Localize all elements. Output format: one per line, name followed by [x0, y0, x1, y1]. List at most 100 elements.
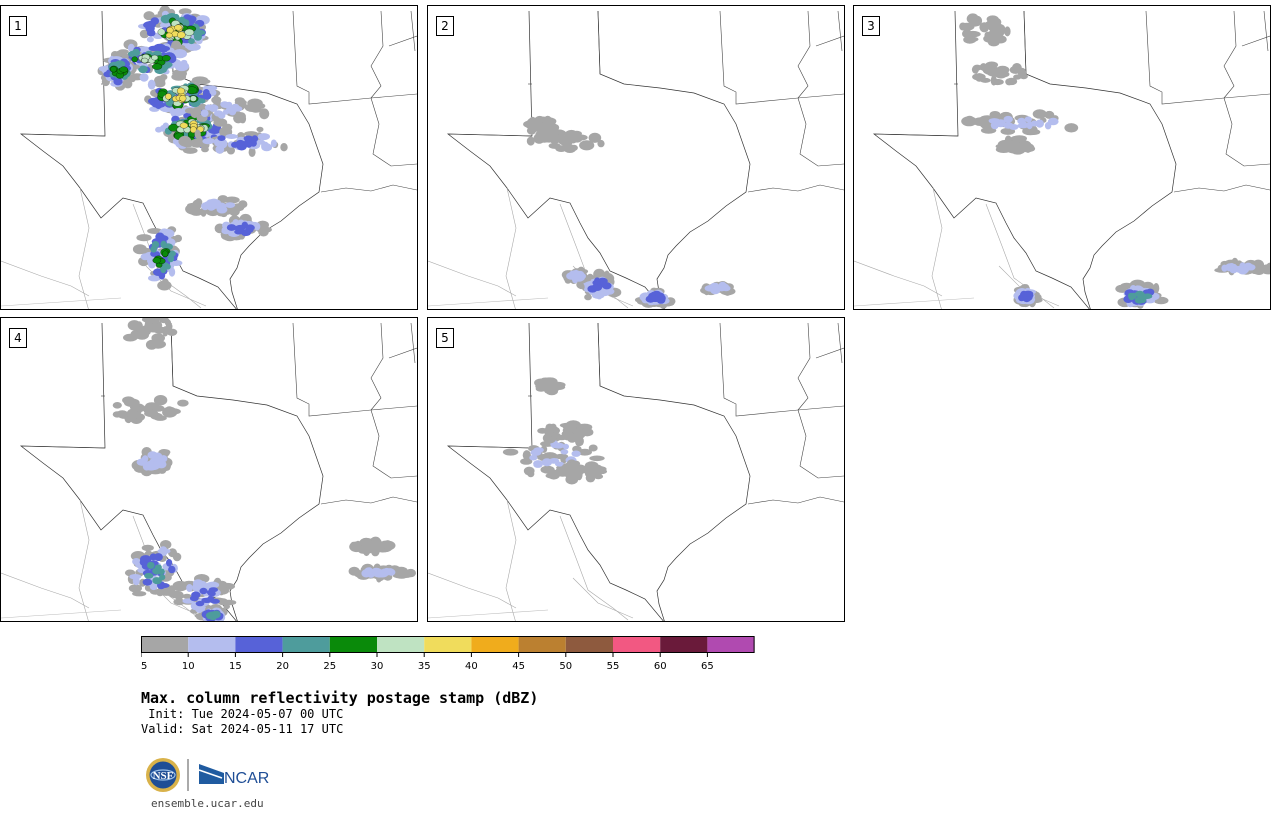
texas-outline [19, 322, 324, 621]
mexico-state-border [854, 260, 943, 297]
reflectivity-cell [177, 399, 189, 407]
reflectivity-cell [159, 318, 170, 324]
reflectivity-cell [601, 281, 608, 289]
reflectivity-cell [147, 464, 160, 471]
mexico-state-border [931, 187, 943, 309]
state-border [597, 322, 601, 387]
member-map [1, 318, 417, 621]
reflectivity-cell [184, 28, 195, 36]
state-border [873, 133, 959, 137]
state-border [410, 322, 416, 364]
colorbar-tick-label: 60 [654, 661, 667, 672]
reflectivity-cell [589, 455, 605, 462]
figure-title: Max. column reflectivity postage stamp (… [141, 689, 539, 707]
reflectivity-cell [374, 544, 385, 552]
reflectivity-cell [1004, 26, 1011, 37]
reflectivity-cell [650, 295, 660, 302]
member-map [1, 6, 417, 309]
reflectivity-cell [177, 31, 186, 39]
colorbar-segment [707, 636, 755, 653]
reflectivity-cell [149, 582, 158, 591]
colorbar-tick-label: 65 [701, 661, 714, 672]
reflectivity-cell [711, 282, 720, 290]
state-border [320, 496, 417, 505]
reflectivity-cell [152, 257, 162, 264]
reflectivity-cell [550, 423, 557, 431]
reflectivity-cell [236, 139, 245, 146]
reflectivity-field [523, 115, 736, 309]
reflectivity-cell [560, 449, 569, 455]
reflectivity-cell [990, 121, 999, 130]
reflectivity-cell [147, 79, 156, 90]
texas-outline [19, 10, 324, 309]
reflectivity-cell [153, 395, 168, 406]
reflectivity-cell [195, 600, 205, 607]
nsf-ncar-logo: NSF NCAR [146, 758, 269, 792]
reflectivity-cell [963, 36, 979, 43]
valid-time: Valid: Sat 2024-05-11 17 UTC [141, 722, 344, 736]
reflectivity-cell [172, 552, 182, 562]
reflectivity-cell [535, 115, 545, 123]
reflectivity-cell [559, 422, 576, 428]
state-border [1223, 97, 1270, 167]
reflectivity-cell [1017, 123, 1029, 129]
reflectivity-cell [1000, 127, 1016, 135]
state-border [815, 35, 844, 47]
reflectivity-cell [972, 117, 989, 126]
state-border [292, 10, 417, 105]
reflectivity-cell [213, 110, 224, 117]
reflectivity-cell [983, 34, 999, 43]
reflectivity-cell [174, 24, 183, 31]
reflectivity-cell [191, 591, 201, 599]
colorbar-tick-label: 20 [276, 661, 289, 672]
reflectivity-cell [976, 64, 992, 71]
reflectivity-cell [533, 462, 543, 468]
state-border [719, 322, 844, 417]
reflectivity-cell [188, 38, 195, 45]
state-border [447, 445, 533, 449]
member-panel-2: 2 [427, 5, 845, 310]
state-border [1145, 10, 1270, 105]
state-border [719, 10, 844, 105]
reflectivity-cell [152, 63, 163, 70]
reflectivity-cell [217, 135, 226, 142]
reflectivity-cell [236, 226, 245, 233]
colorbar-tick-label: 45 [512, 661, 525, 672]
reflectivity-cell [160, 74, 168, 81]
state-border [815, 347, 844, 359]
coast-line [854, 297, 975, 307]
reflectivity-cell [152, 101, 166, 108]
reflectivity-cell [141, 544, 154, 552]
reflectivity-cell [119, 66, 128, 73]
reflectivity-cell [364, 567, 373, 576]
reflectivity-cell [136, 234, 152, 242]
reflectivity-cell [579, 140, 595, 151]
reflectivity-cell [215, 145, 225, 154]
reflectivity-cell [204, 104, 213, 111]
reflectivity-cell [128, 584, 142, 593]
reflectivity-cell [1013, 74, 1022, 80]
reflectivity-cell [193, 32, 202, 41]
state-border [597, 10, 601, 75]
reflectivity-cell [127, 43, 135, 53]
nsf-logo-icon: NSF [146, 758, 180, 792]
reflectivity-cell [1115, 284, 1127, 293]
mexico-state-border [505, 499, 517, 621]
reflectivity-cell [155, 232, 165, 241]
reflectivity-cell [719, 283, 727, 290]
reflectivity-cell [595, 468, 608, 475]
reflectivity-cell [147, 451, 158, 459]
reflectivity-cell [166, 408, 181, 415]
colorbar-segment [282, 636, 330, 653]
state-border [20, 133, 106, 137]
reflectivity-cell [166, 328, 178, 336]
reflectivity-cell [201, 146, 209, 153]
reflectivity-cell [144, 409, 159, 418]
reflectivity-cell [270, 139, 277, 148]
state-border [1173, 184, 1270, 193]
ncar-logo-icon: NCAR [198, 764, 269, 787]
reflectivity-cell [166, 26, 174, 34]
reflectivity-cell [371, 567, 382, 574]
mexico-state-border [572, 577, 634, 619]
mexico-state-border [559, 515, 629, 621]
